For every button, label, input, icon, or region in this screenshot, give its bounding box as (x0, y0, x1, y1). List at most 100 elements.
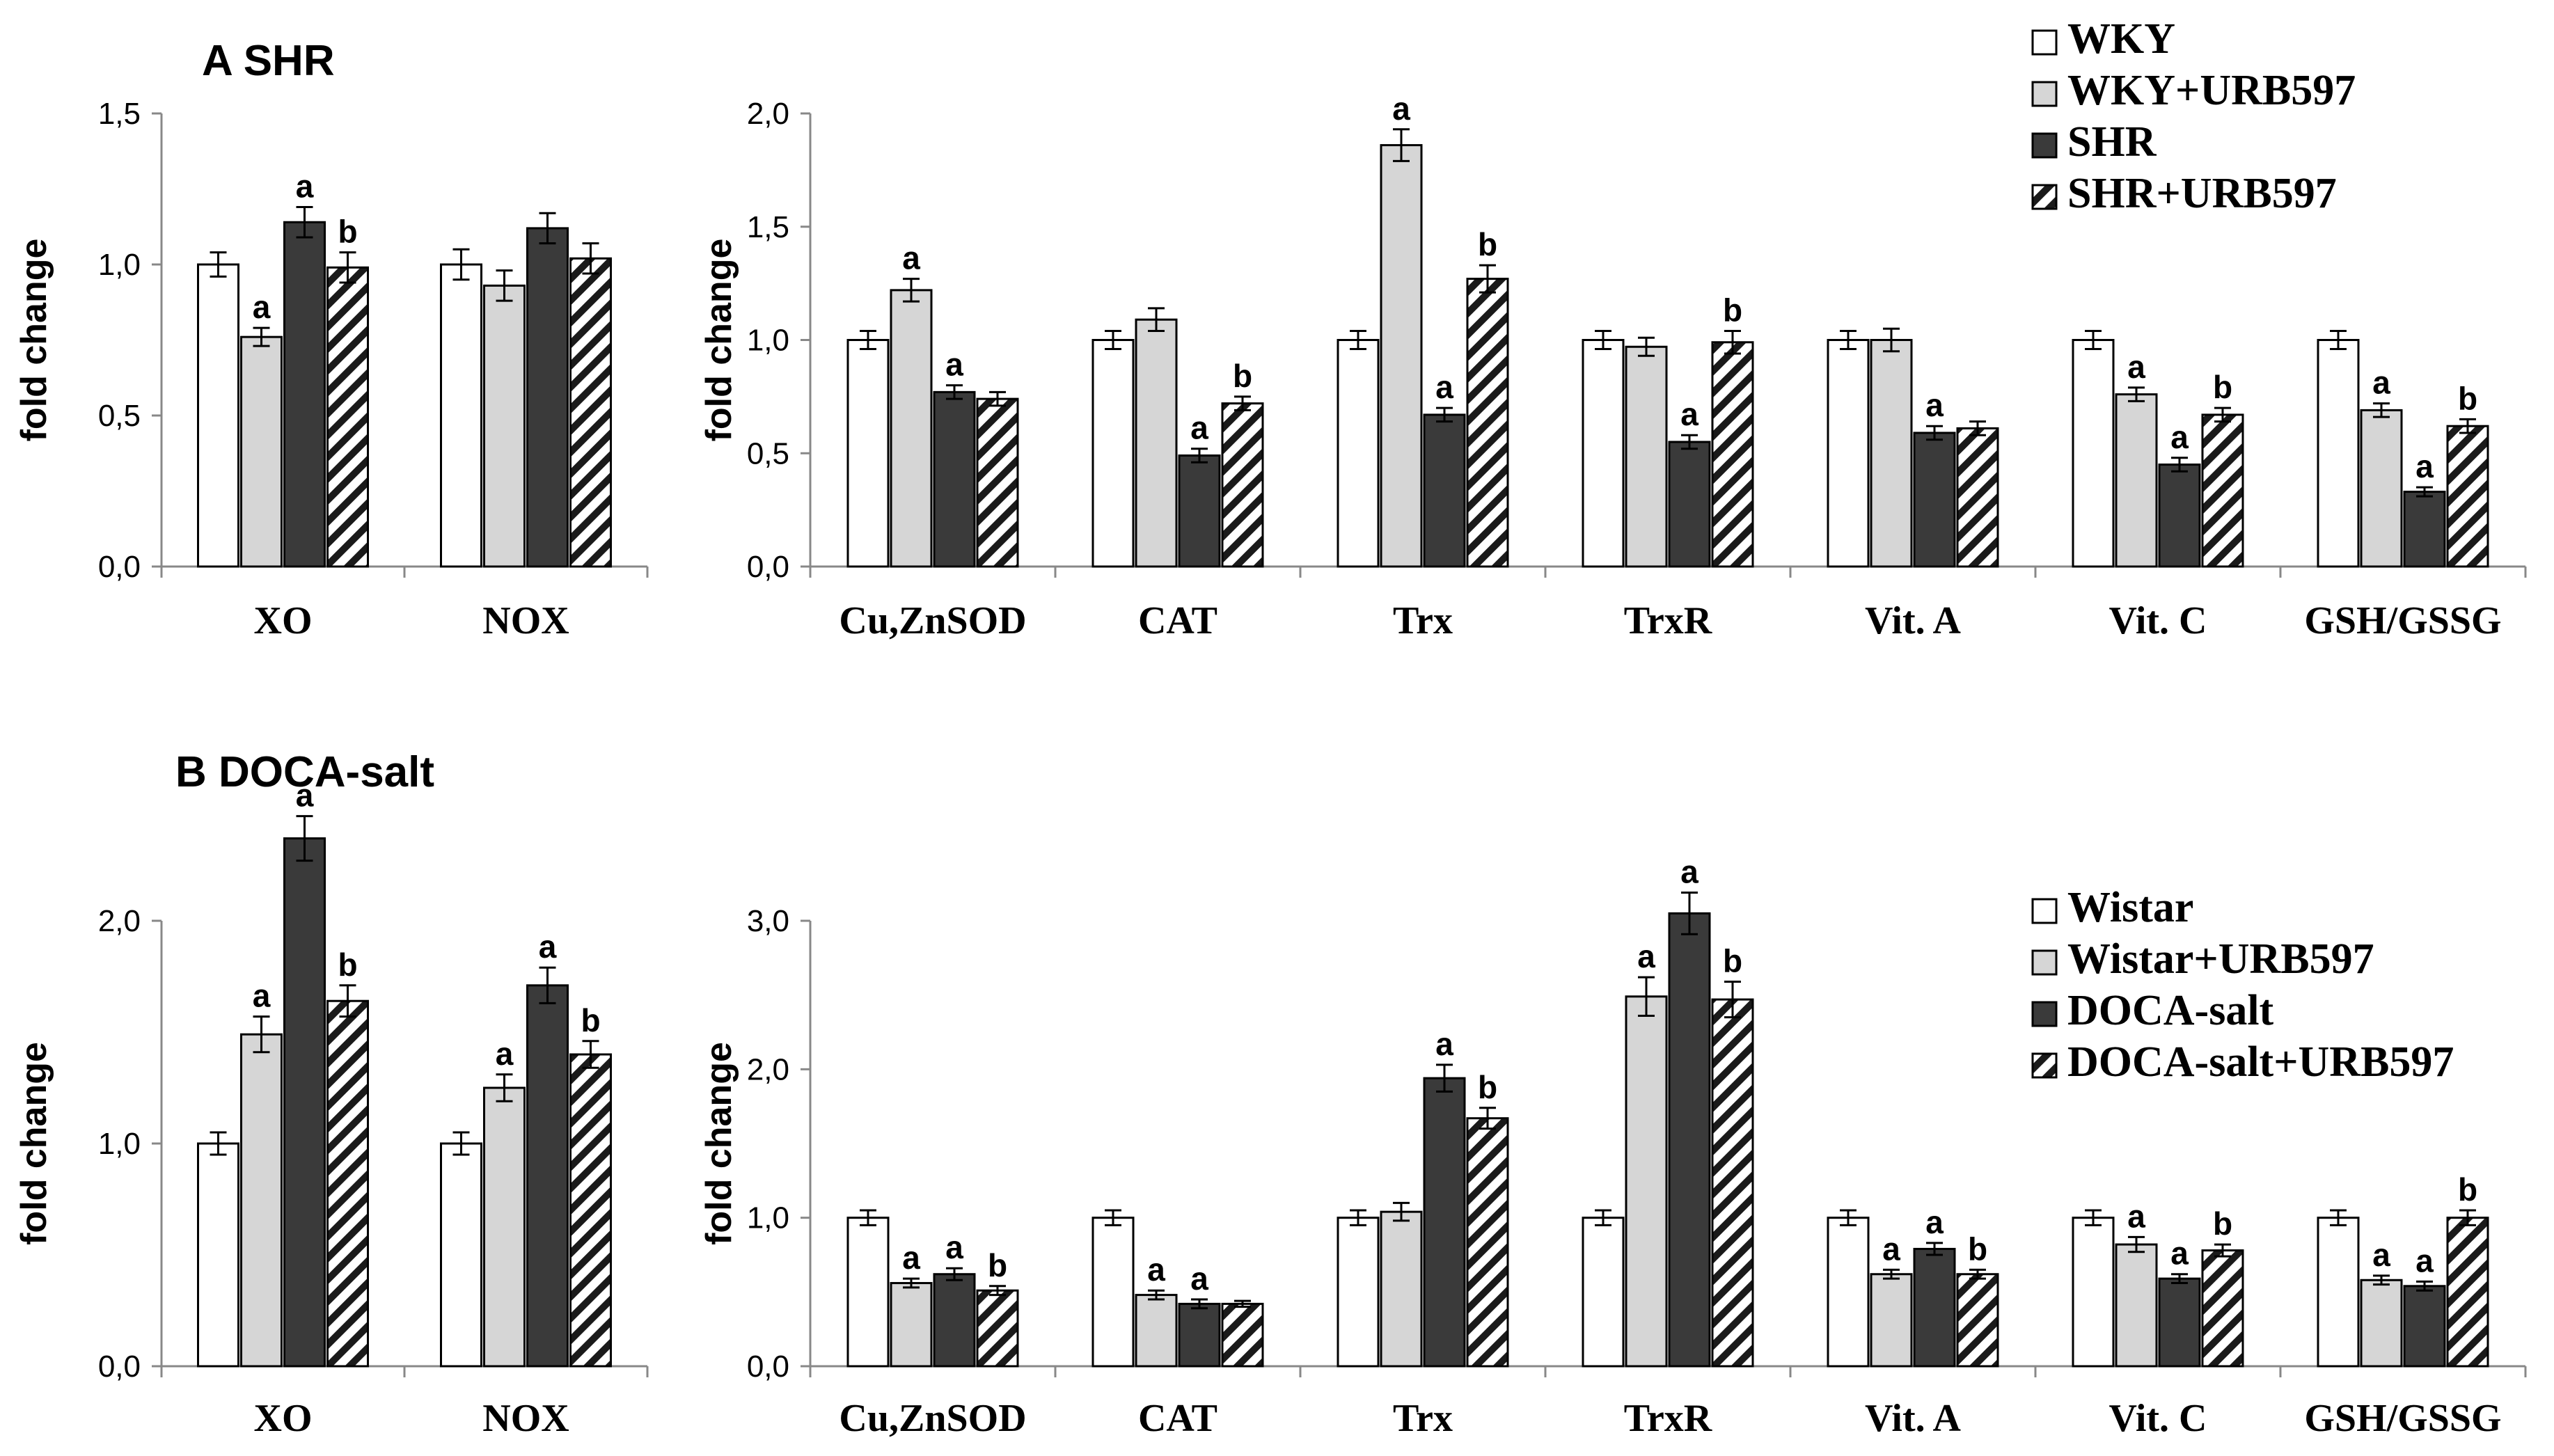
bar-lightgray (1625, 345, 1668, 568)
category-label: XO (254, 1397, 313, 1440)
y-tick-label: 0,5 (98, 399, 141, 433)
significance-label: a (496, 1036, 514, 1072)
y-tick-label: 0,0 (747, 550, 789, 584)
bar-hatch (1466, 1117, 1509, 1368)
significance-label: a (2127, 349, 2145, 385)
significance-label: a (1925, 387, 1944, 423)
category-label: NOX (482, 1397, 569, 1440)
legend-swatch (2031, 898, 2058, 924)
significance-label: b (338, 214, 357, 250)
bar-hatch (1221, 402, 1264, 568)
y-axis-label: fold change (699, 1042, 739, 1245)
category-label: Cu,ZnSOD (839, 1397, 1026, 1440)
bar-dark (1913, 432, 1956, 568)
significance-label: a (2372, 1237, 2390, 1273)
y-axis-label: fold change (14, 1042, 54, 1245)
significance-label: a (1925, 1204, 1944, 1240)
bar-dark (2403, 1285, 2446, 1368)
significance-label: a (1637, 938, 1655, 974)
significance-label: a (2170, 419, 2189, 455)
bar-dark (1668, 912, 1711, 1368)
bar-dark (933, 390, 976, 568)
bar-hatch (2201, 413, 2244, 568)
bar-white (440, 263, 482, 568)
bar-lightgray (2115, 393, 2158, 568)
bar-white (197, 1142, 239, 1368)
y-tick-label: 1,5 (747, 210, 789, 244)
bar-lightgray (1135, 1294, 1178, 1368)
legend-entry: DOCA-salt (2067, 987, 2274, 1034)
bar-white (197, 263, 239, 568)
legend-swatch (2031, 184, 2058, 210)
y-tick-label: 0,0 (747, 1350, 789, 1384)
bar-hatch (326, 266, 369, 568)
bar-dark (283, 221, 326, 568)
bar-lightgray (1135, 318, 1178, 568)
chart-b-xo-nox: B DOCA-salt 0,0 1,0 2,0 fold change XO a a b NOX a… (14, 748, 649, 1440)
legend: WistarWistar+URB597DOCA-saltDOCA-salt+UR… (2031, 884, 2454, 1086)
category-label: Vit. C (2108, 1397, 2207, 1440)
bar-white (1337, 339, 1380, 568)
legend-swatch (2031, 81, 2058, 107)
bar-white (1091, 1217, 1135, 1368)
category-label: GSH/GSSG (2304, 599, 2501, 642)
bar-lightgray (890, 289, 933, 568)
legend-entry: DOCA-salt+URB597 (2067, 1038, 2454, 1086)
bar-hatch (2201, 1249, 2244, 1368)
bar-white (1091, 339, 1135, 568)
y-tick-label: 1,0 (98, 1127, 141, 1161)
legend-entry: WKY (2067, 15, 2175, 63)
significance-label: b (2213, 369, 2232, 405)
bar-white (2072, 1217, 2115, 1368)
significance-label: a (1435, 369, 1453, 405)
significance-label: a (296, 168, 314, 205)
bar-dark (283, 837, 326, 1368)
significance-label: a (1680, 853, 1698, 889)
bar-dark (526, 984, 569, 1368)
bar-dark (2158, 464, 2201, 568)
significance-label: a (902, 240, 920, 276)
significance-label: a (2415, 448, 2434, 484)
y-axis-label: fold change (699, 239, 739, 442)
significance-label: a (945, 1229, 963, 1265)
significance-label: a (253, 289, 271, 325)
bar-dark (1178, 1302, 1221, 1368)
bar-dark (1178, 454, 1221, 568)
significance-label: a (1392, 90, 1410, 127)
significance-label: a (2127, 1198, 2145, 1234)
category-label: XO (254, 599, 313, 642)
y-tick-label: 2,0 (98, 904, 141, 938)
significance-label: b (2458, 1171, 2477, 1208)
bar-dark (933, 1273, 976, 1368)
bar-lightgray (1870, 1273, 1913, 1368)
bar-lightgray (1380, 1210, 1423, 1368)
category-label: Trx (1393, 1397, 1453, 1440)
bar-hatch (1466, 278, 1509, 568)
y-tick-label: 1,5 (98, 97, 141, 131)
bar-dark (1423, 413, 1466, 568)
legend-entry: SHR (2067, 118, 2157, 166)
bar-hatch (1711, 341, 1754, 568)
bar-lightgray (1870, 339, 1913, 568)
significance-label: b (988, 1247, 1007, 1283)
y-tick-label: 2,0 (747, 1052, 789, 1086)
significance-label: a (2372, 365, 2390, 401)
significance-label: b (1723, 942, 1742, 979)
y-tick-label: 1,0 (747, 1201, 789, 1235)
panel-title: A SHR (202, 37, 335, 85)
bar-lightgray (483, 1086, 526, 1368)
bar-hatch (1221, 1302, 1264, 1368)
legend-entry: WKY+URB597 (2067, 67, 2356, 114)
legend-swatch (2031, 949, 2058, 976)
legend-swatch (2031, 29, 2058, 56)
category-label: NOX (482, 599, 569, 642)
bar-white (1337, 1217, 1380, 1368)
y-tick-label: 0,5 (747, 436, 789, 470)
bar-dark (1668, 441, 1711, 568)
bar-hatch (569, 257, 612, 568)
bar-dark (2403, 491, 2446, 568)
bar-dark (1913, 1247, 1956, 1368)
bar-lightgray (2115, 1243, 2158, 1368)
bar-white (1582, 339, 1625, 568)
